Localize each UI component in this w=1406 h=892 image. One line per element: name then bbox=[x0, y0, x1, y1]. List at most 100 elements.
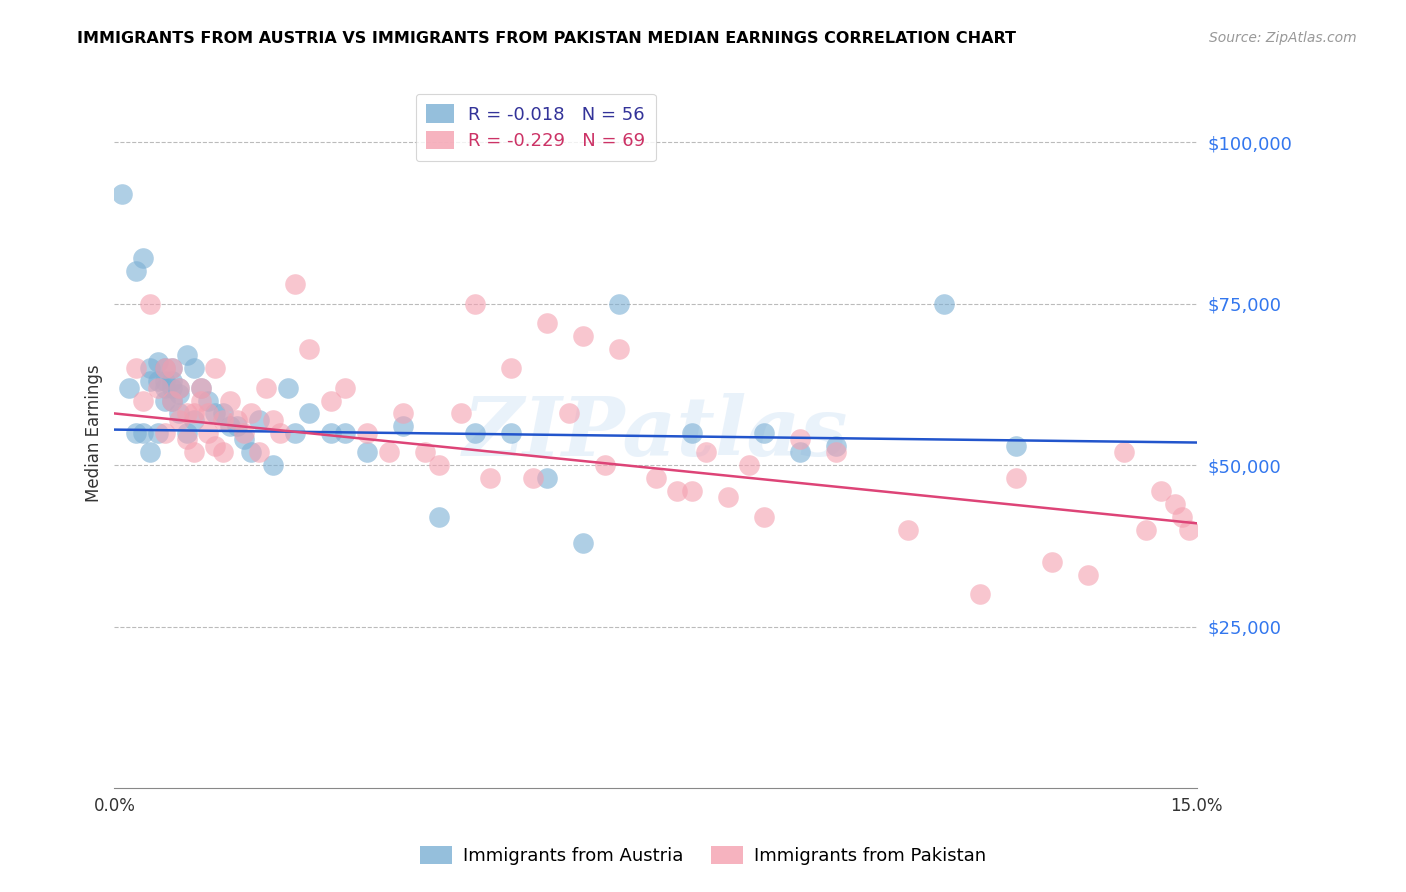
Point bbox=[169, 413, 191, 427]
Text: ZIPatlas: ZIPatlas bbox=[463, 392, 848, 473]
Point bbox=[717, 491, 740, 505]
Point bbox=[254, 381, 277, 395]
Point bbox=[335, 425, 357, 440]
Point bbox=[125, 425, 148, 440]
Text: IMMIGRANTS FROM AUSTRIA VS IMMIGRANTS FROM PAKISTAN MEDIAN EARNINGS CORRELATION : IMMIGRANTS FROM AUSTRIA VS IMMIGRANTS FR… bbox=[77, 31, 1017, 46]
Point bbox=[1135, 523, 1157, 537]
Point bbox=[118, 381, 141, 395]
Point bbox=[319, 393, 342, 408]
Point bbox=[572, 329, 595, 343]
Point bbox=[197, 393, 219, 408]
Point bbox=[233, 432, 256, 446]
Point bbox=[125, 264, 148, 278]
Point bbox=[190, 393, 212, 408]
Point bbox=[522, 471, 544, 485]
Point bbox=[1178, 523, 1201, 537]
Point bbox=[1040, 555, 1063, 569]
Point bbox=[897, 523, 920, 537]
Point bbox=[666, 483, 689, 498]
Point bbox=[226, 413, 249, 427]
Point bbox=[240, 445, 263, 459]
Point bbox=[789, 432, 811, 446]
Point bbox=[169, 381, 191, 395]
Point bbox=[160, 361, 183, 376]
Point bbox=[153, 425, 176, 440]
Point bbox=[478, 471, 501, 485]
Point bbox=[1005, 439, 1028, 453]
Point bbox=[176, 407, 198, 421]
Point bbox=[146, 355, 169, 369]
Point bbox=[356, 445, 378, 459]
Point bbox=[132, 252, 155, 266]
Point bbox=[153, 381, 176, 395]
Point bbox=[204, 407, 226, 421]
Point bbox=[932, 296, 955, 310]
Point bbox=[284, 425, 307, 440]
Point bbox=[752, 509, 775, 524]
Point bbox=[262, 458, 284, 472]
Point bbox=[752, 425, 775, 440]
Point bbox=[132, 425, 155, 440]
Point bbox=[176, 348, 198, 362]
Point bbox=[183, 407, 205, 421]
Point bbox=[125, 361, 148, 376]
Point bbox=[536, 471, 558, 485]
Point bbox=[1114, 445, 1136, 459]
Point bbox=[197, 407, 219, 421]
Point bbox=[464, 296, 486, 310]
Point bbox=[1149, 483, 1171, 498]
Point bbox=[169, 407, 191, 421]
Point bbox=[1171, 509, 1194, 524]
Point bbox=[218, 419, 240, 434]
Point bbox=[262, 413, 284, 427]
Point bbox=[247, 445, 270, 459]
Point bbox=[169, 381, 191, 395]
Point bbox=[536, 316, 558, 330]
Point bbox=[609, 342, 631, 356]
Point bbox=[1164, 497, 1187, 511]
Point bbox=[160, 393, 183, 408]
Point bbox=[183, 445, 205, 459]
Point bbox=[609, 296, 631, 310]
Point bbox=[176, 425, 198, 440]
Y-axis label: Median Earnings: Median Earnings bbox=[86, 364, 103, 501]
Point bbox=[153, 361, 176, 376]
Point bbox=[572, 535, 595, 549]
Point bbox=[146, 425, 169, 440]
Point bbox=[153, 361, 176, 376]
Point bbox=[183, 413, 205, 427]
Point bbox=[211, 407, 233, 421]
Legend: R = -0.018   N = 56, R = -0.229   N = 69: R = -0.018 N = 56, R = -0.229 N = 69 bbox=[416, 94, 657, 161]
Point bbox=[132, 393, 155, 408]
Point bbox=[427, 458, 450, 472]
Point bbox=[392, 407, 415, 421]
Point bbox=[211, 413, 233, 427]
Point bbox=[681, 425, 703, 440]
Point bbox=[190, 381, 212, 395]
Point bbox=[190, 381, 212, 395]
Point bbox=[392, 419, 415, 434]
Point bbox=[319, 425, 342, 440]
Point bbox=[211, 445, 233, 459]
Point bbox=[139, 445, 162, 459]
Point bbox=[197, 425, 219, 440]
Point bbox=[146, 381, 169, 395]
Point bbox=[284, 277, 307, 292]
Point bbox=[824, 439, 846, 453]
Point bbox=[139, 361, 162, 376]
Point bbox=[218, 393, 240, 408]
Point bbox=[413, 445, 436, 459]
Point bbox=[204, 439, 226, 453]
Point bbox=[377, 445, 399, 459]
Point bbox=[298, 342, 321, 356]
Point bbox=[160, 374, 183, 388]
Point bbox=[824, 445, 846, 459]
Point bbox=[356, 425, 378, 440]
Point bbox=[169, 387, 191, 401]
Legend: Immigrants from Austria, Immigrants from Pakistan: Immigrants from Austria, Immigrants from… bbox=[412, 838, 994, 872]
Point bbox=[153, 393, 176, 408]
Point bbox=[146, 374, 169, 388]
Point bbox=[335, 381, 357, 395]
Point bbox=[789, 445, 811, 459]
Point bbox=[204, 361, 226, 376]
